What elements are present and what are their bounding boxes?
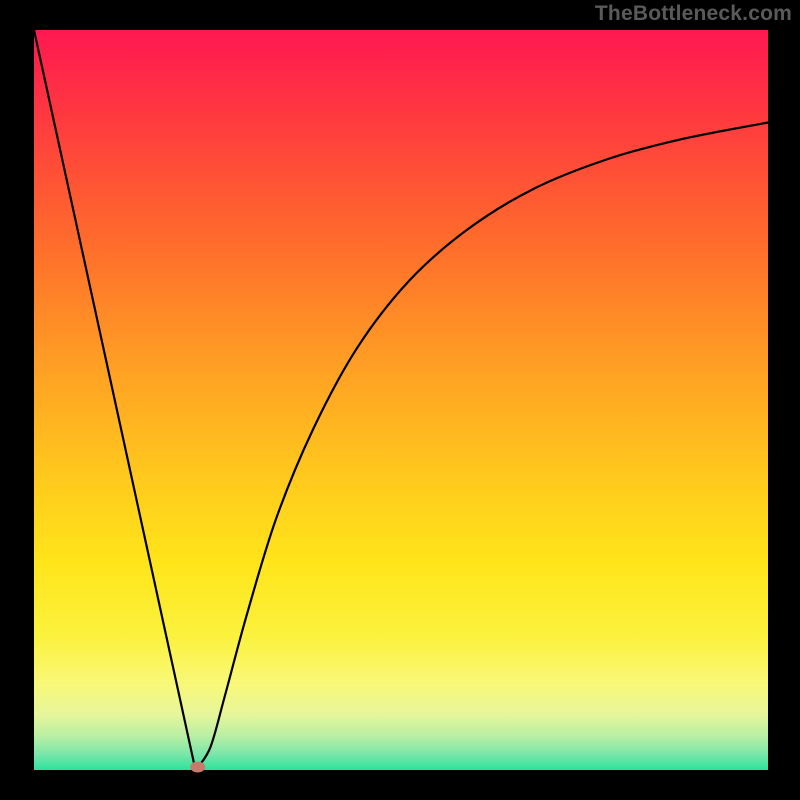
bottleneck-chart — [0, 0, 800, 800]
chart-container: TheBottleneck.com — [0, 0, 800, 800]
plot-background — [34, 30, 768, 770]
watermark-text: TheBottleneck.com — [595, 2, 792, 26]
minimum-marker — [190, 762, 205, 773]
